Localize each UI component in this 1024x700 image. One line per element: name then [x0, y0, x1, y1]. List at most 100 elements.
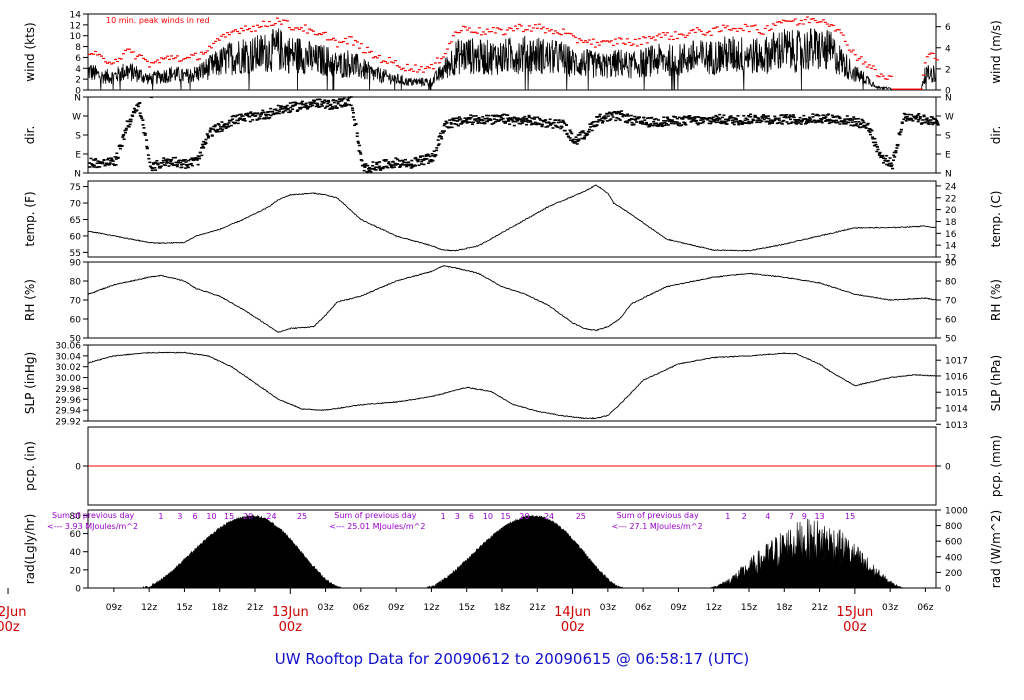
direction-point — [714, 121, 718, 124]
direction-point — [563, 129, 567, 132]
direction-point — [138, 102, 142, 104]
direction-point — [196, 163, 200, 166]
direction-point — [195, 159, 199, 161]
direction-point — [737, 123, 741, 125]
direction-point — [883, 157, 887, 160]
direction-point — [498, 119, 502, 122]
direction-point — [444, 122, 448, 125]
hour-mark-label: 2 — [742, 512, 747, 521]
direction-point — [92, 164, 96, 167]
direction-point — [227, 125, 231, 128]
direction-point — [483, 117, 487, 120]
direction-point — [611, 116, 615, 118]
direction-point — [911, 120, 915, 122]
direction-point — [355, 135, 359, 138]
y-axis-label-right: SLP (hPa) — [989, 355, 1003, 411]
direction-point — [366, 164, 370, 167]
direction-point — [387, 161, 391, 163]
direction-point — [677, 122, 681, 125]
direction-point — [410, 159, 414, 162]
direction-point — [855, 123, 859, 125]
left-tick-label: 2 — [75, 76, 81, 86]
direction-point — [930, 116, 934, 118]
direction-point — [913, 116, 917, 119]
direction-point — [916, 120, 920, 123]
direction-point — [182, 160, 186, 162]
y-axis-label: temp. (F) — [23, 191, 37, 246]
direction-point — [481, 115, 485, 118]
direction-point — [289, 110, 293, 112]
direction-point — [163, 159, 167, 161]
direction-point — [769, 119, 773, 122]
direction-point — [605, 120, 609, 122]
direction-point — [279, 106, 283, 109]
direction-point — [393, 166, 397, 168]
direction-point — [163, 164, 167, 167]
direction-point — [309, 105, 313, 108]
direction-point — [571, 140, 575, 143]
direction-point — [145, 145, 149, 148]
direction-point — [778, 121, 782, 124]
direction-point — [184, 161, 188, 163]
direction-point — [771, 120, 775, 122]
left-tick-label: 8 — [75, 43, 81, 53]
direction-point — [891, 167, 895, 170]
direction-point — [551, 127, 555, 129]
direction-point — [862, 121, 866, 124]
direction-point — [405, 165, 409, 168]
direction-point — [629, 118, 633, 120]
direction-point — [830, 114, 834, 117]
direction-point — [436, 139, 440, 141]
direction-point — [365, 171, 369, 173]
direction-point — [529, 123, 533, 126]
direction-point — [526, 121, 530, 123]
direction-point — [213, 125, 217, 128]
panel-rh: 50 60 70 80 90 50 60 70 80 90 RH (%) RH (%) — [23, 259, 1003, 345]
direction-point — [349, 104, 353, 107]
direction-point — [644, 122, 648, 125]
direction-point — [731, 119, 735, 121]
direction-point — [854, 121, 858, 123]
direction-point — [108, 163, 112, 166]
direction-point — [777, 119, 781, 121]
direction-point — [557, 119, 561, 121]
direction-point — [847, 121, 851, 124]
direction-point — [405, 164, 409, 167]
direction-point — [717, 117, 721, 119]
y-axis-label-right: dir. — [989, 126, 1003, 145]
direction-point — [742, 114, 746, 117]
direction-point — [720, 116, 724, 119]
direction-point — [931, 123, 935, 126]
direction-point — [403, 158, 407, 161]
direction-point — [256, 112, 260, 114]
direction-point — [761, 114, 765, 116]
direction-point — [371, 165, 375, 167]
direction-point — [868, 131, 872, 133]
direction-point — [91, 164, 95, 167]
direction-point — [222, 124, 226, 126]
direction-point — [340, 105, 344, 108]
direction-point — [852, 116, 856, 118]
direction-point — [346, 98, 350, 101]
direction-point — [440, 137, 444, 140]
direction-point — [495, 114, 499, 117]
direction-point — [788, 118, 792, 121]
direction-point — [696, 123, 700, 126]
direction-point — [546, 121, 550, 124]
direction-point — [184, 167, 188, 169]
direction-point — [857, 121, 861, 123]
direction-point — [520, 119, 524, 121]
direction-point — [457, 116, 461, 118]
direction-point — [474, 115, 478, 117]
direction-point — [170, 162, 174, 165]
direction-point — [671, 120, 675, 123]
direction-point — [213, 124, 217, 126]
direction-point — [590, 129, 594, 132]
direction-point — [493, 118, 497, 120]
direction-point — [552, 121, 556, 124]
direction-point — [763, 116, 767, 118]
direction-point — [793, 122, 797, 124]
direction-point — [866, 122, 870, 125]
left-tick-label: 55 — [70, 249, 81, 259]
direction-point — [398, 165, 402, 168]
